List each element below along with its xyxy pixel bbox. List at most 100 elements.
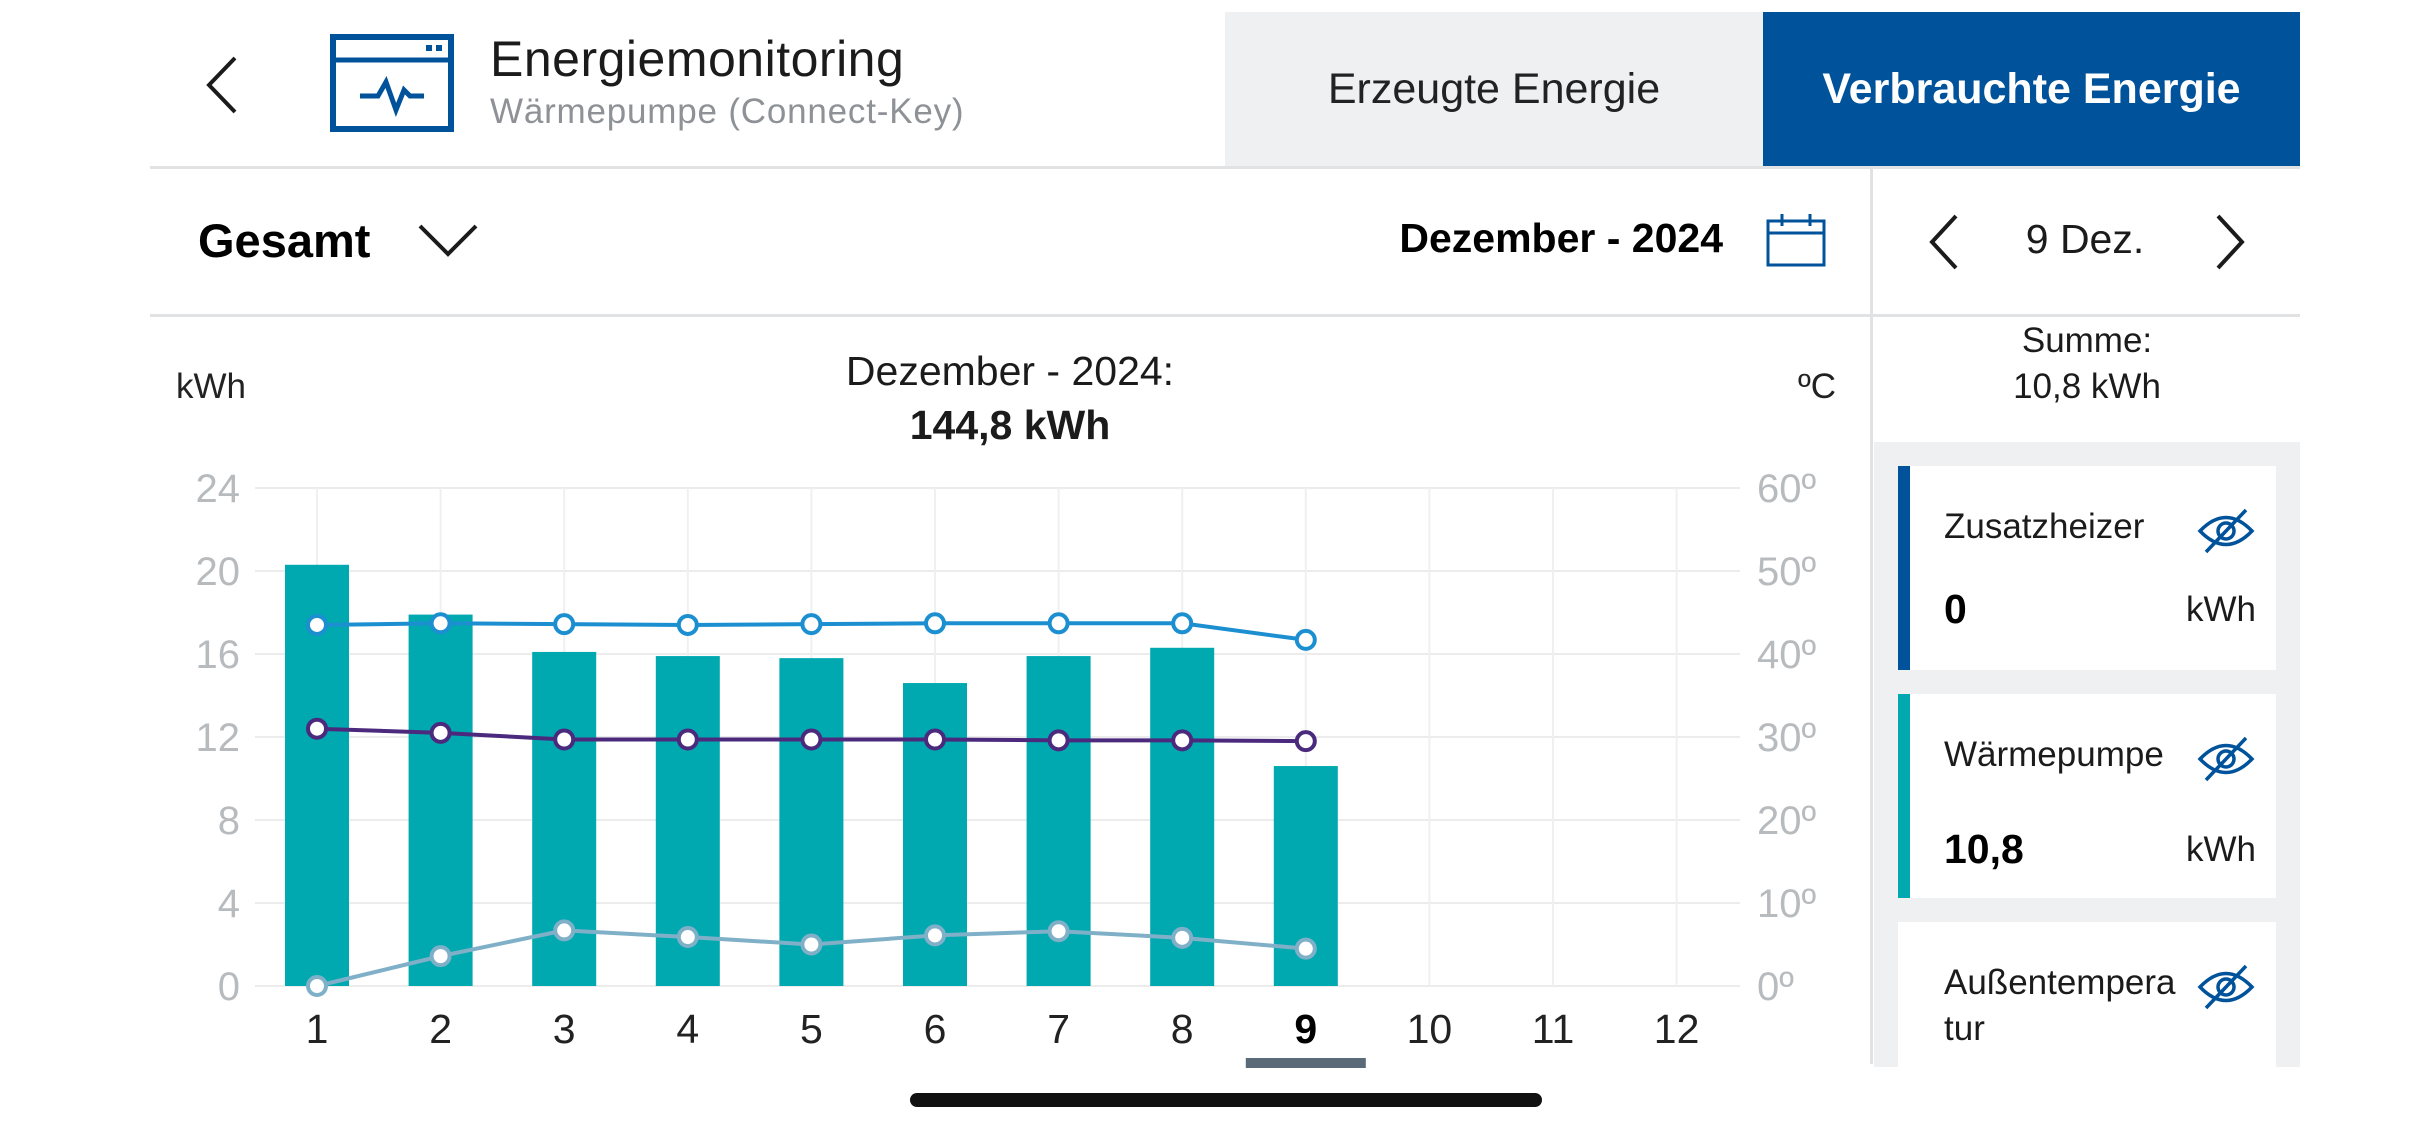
series-point-1 [429,721,452,744]
right-axis-tick-label: 10º [1757,882,1816,926]
series-value: 0 [1944,586,1967,632]
chart-heading-total: 144,8 kWh [909,402,1111,448]
left-axis-unit: kWh [176,367,246,406]
series-point-1 [306,717,328,740]
selected-day-label: 9 Dez. [2025,216,2145,262]
right-axis-tick-label: 60º [1757,470,1816,511]
series-point-1 [676,728,699,751]
period-label: Dezember - 2024 [1399,215,1723,261]
series-point-2 [1047,920,1070,943]
x-axis-label: 1 [306,1006,329,1052]
series-point-1 [1047,729,1070,752]
series-point-0 [553,613,576,636]
right-axis-unit: ºC [1798,367,1837,406]
sum-label: Summe: [2021,321,2153,360]
right-axis-tick-label: 30º [1757,716,1816,760]
sum-value: 10,8 kWh [2013,367,2161,406]
series-point-2 [553,919,576,942]
x-axis-label: 8 [1171,1006,1194,1052]
chart-heading-period: Dezember - 2024: [845,348,1175,394]
home-indicator [910,1093,1542,1107]
bar-day-5 [779,658,844,986]
series-name: Außentemperatur [1944,963,2176,1048]
series-unit: kWh [2186,830,2256,869]
series-point-2 [1294,937,1317,960]
series-unit: kWh [2186,590,2256,629]
series-point-0 [676,613,699,636]
x-axis-label: 4 [676,1006,699,1052]
chart-heading: Dezember - 2024: 144,8 kWh [770,344,1250,452]
tab-verbrauchte-energie[interactable]: Verbrauchte Energie [1763,12,2300,166]
series-point-2 [924,924,946,947]
right-axis-tick-label: 0º [1757,965,1794,1009]
x-axis-label: 2 [429,1006,452,1052]
filter-selected-label: Gesamt [198,213,371,267]
x-axis-label: 5 [800,1006,823,1052]
filter-divider [150,314,2300,317]
series-point-0 [1294,628,1317,651]
page-subtitle: Wärmepumpe (Connect-Key) [490,92,965,131]
back-chevron-icon[interactable] [195,50,255,120]
next-day-icon[interactable] [2208,210,2252,274]
left-axis-tick-label: 4 [218,882,240,926]
filter-dropdown[interactable]: Gesamt [198,210,480,270]
x-axis-label: 11 [1532,1006,1575,1052]
series-point-0 [429,612,452,635]
x-axis-label: 9 [1294,1006,1317,1052]
series-point-1 [1171,729,1194,752]
series-name: Wärmepumpe [1944,735,2164,774]
eye-hidden-icon[interactable] [2196,506,2256,556]
chart-side-divider [1870,314,1873,1064]
series-point-0 [1047,612,1070,635]
left-axis-tick-label: 16 [196,633,241,677]
left-axis-tick-label: 0 [218,965,240,1009]
x-axis-label: 3 [553,1006,576,1052]
page-title: Energiemonitoring [490,31,905,87]
x-axis-label: 7 [1047,1006,1070,1052]
series-point-2 [800,933,823,956]
series-point-2 [1171,926,1194,949]
series-card-waermepumpe[interactable]: Wärmepumpe 10,8 kWh [1898,694,2276,898]
series-point-0 [1171,612,1194,635]
series-point-1 [1294,730,1317,753]
x-axis-label: 12 [1654,1006,1700,1052]
header-divider [150,166,2300,169]
series-point-2 [429,945,452,968]
selected-day-indicator [1245,1058,1366,1068]
series-panel[interactable]: Zusatzheizer 0 kWh Wärmepumpe 10,8 kWh A… [1874,442,2300,1067]
chevron-down-icon [419,224,478,257]
series-point-2 [306,975,328,997]
series-point-1 [924,728,946,751]
series-card-zusatzheizer[interactable]: Zusatzheizer 0 kWh [1898,466,2276,670]
filter-row-divider [1870,166,1873,316]
eye-hidden-icon[interactable] [2196,962,2256,1012]
left-axis-tick-label: 24 [196,470,241,511]
series-point-0 [924,612,946,635]
series-color-bar [1898,466,1910,670]
series-value: 10,8 [1944,826,2024,872]
right-axis-tick-label: 40º [1757,633,1816,677]
left-axis-tick-label: 20 [196,550,241,594]
sum-box: Summe: 10,8 kWh [1874,318,2300,410]
left-axis-tick-label: 8 [218,799,240,843]
x-axis-label: 6 [924,1006,947,1052]
energy-monitor-icon [330,34,454,132]
tab-erzeugte-energie[interactable]: Erzeugte Energie [1225,12,1763,166]
right-axis-tick-label: 20º [1757,799,1816,843]
x-axis-label: 10 [1407,1006,1453,1052]
series-point-0 [800,613,823,636]
series-color-bar [1898,694,1910,898]
series-card-aussentemperatur[interactable]: Außentemperatur [1898,922,2276,1067]
series-name: Zusatzheizer [1944,507,2145,546]
eye-hidden-icon[interactable] [2196,734,2256,784]
series-point-1 [553,728,576,751]
bar-day-2 [408,614,473,986]
right-axis-tick-label: 50º [1757,550,1816,594]
left-axis-tick-label: 12 [196,716,241,760]
series-point-2 [676,926,699,949]
series-point-1 [800,728,823,751]
previous-day-icon[interactable] [1922,210,1966,274]
calendar-icon[interactable] [1765,212,1827,268]
series-point-0 [306,613,328,636]
